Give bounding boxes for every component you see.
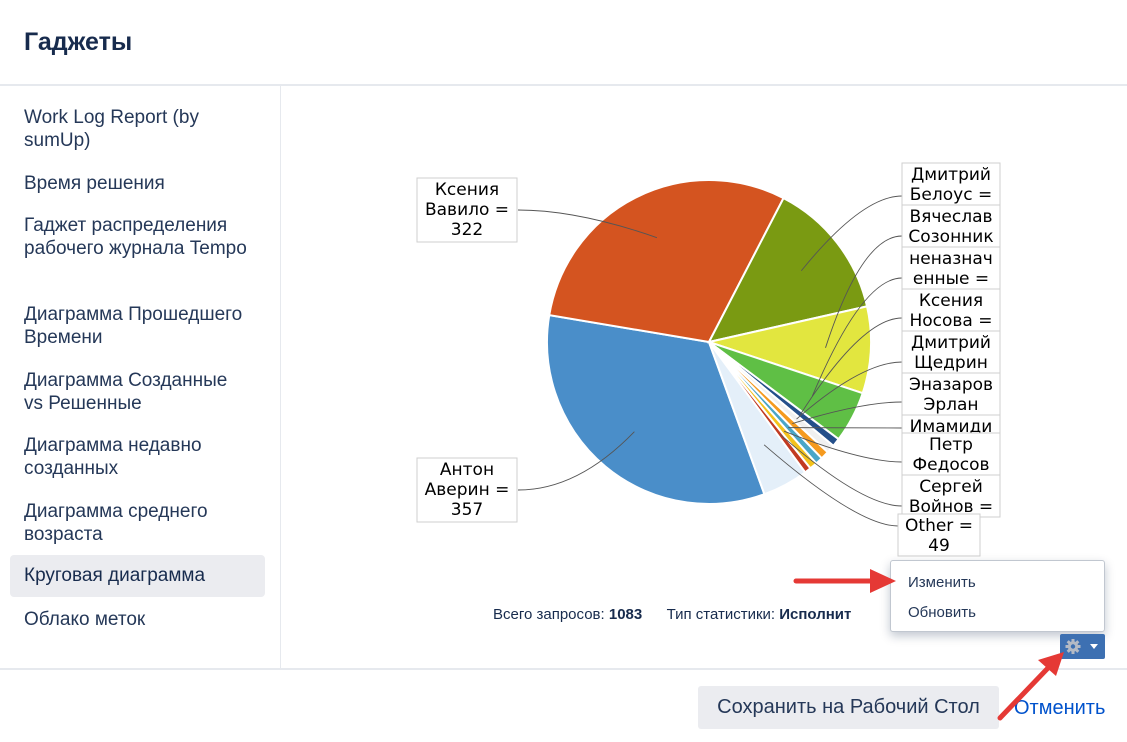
sidebar-item-tag-cloud[interactable]: Облако меток (24, 609, 146, 630)
dialog-footer: Сохранить на Рабочий Стол Отменить (0, 668, 1127, 742)
edit-menu-item[interactable]: Изменить (908, 574, 976, 591)
pie-label-text: 357 (451, 500, 483, 520)
pie-label-text: Петр (929, 435, 973, 455)
sidebar-item-resolution-time[interactable]: Время решения (24, 173, 165, 194)
dialog-header: Гаджеты (0, 0, 1127, 86)
pie-slice (708, 341, 807, 496)
stat-type-value: Исполнит (779, 606, 852, 623)
pie-leader-line (800, 317, 903, 415)
sidebar-item-recently-created[interactable]: Диаграмма недавно созданных (24, 435, 202, 479)
pie-label-text: Щедрин (914, 353, 988, 373)
sidebar-item-pie-chart[interactable]: Круговая диаграмма (10, 555, 265, 597)
sidebar-item-tempo-worklog[interactable]: Гаджет распределения рабочего журнала Te… (24, 215, 247, 259)
pie-label-text: енные = (913, 269, 989, 289)
pie-label-text: Аверин = (425, 480, 510, 500)
pie-label-text: Ксения (919, 291, 983, 311)
sidebar-item-time-since[interactable]: Диаграмма Прошедшего Времени (24, 304, 243, 348)
pie-leader-line (517, 431, 635, 491)
pie-label-text: Сергей (919, 477, 983, 497)
pie-slice-label: Other =49 (897, 513, 981, 557)
pie-label-text: Дмитрий (911, 165, 991, 185)
total-value: 1083 (608, 606, 643, 623)
pie-leader-line (783, 430, 903, 463)
save-to-dashboard-button[interactable]: Сохранить на Рабочий Стол (698, 686, 999, 729)
pie-leader-line (811, 277, 903, 397)
pie-label-text: Other = (905, 516, 973, 536)
pie-leader-line (763, 444, 899, 527)
pie-label-text: 49 (928, 536, 950, 556)
pie-label-text: Вавило = (425, 200, 509, 220)
pie-leader-line (517, 209, 658, 239)
pie-label-text: Ксения (435, 180, 499, 200)
gadget-settings-button[interactable] (1060, 634, 1105, 659)
pie-label-text: 322 (451, 220, 483, 240)
gear-icon (1065, 639, 1081, 654)
sidebar-item-work-log-report[interactable]: Work Log Report (by sumUp) (24, 107, 199, 151)
pie-slice-label: Имамиди (901, 414, 1001, 438)
page-title: Гаджеты (24, 28, 133, 56)
pie-label-text: Белоус = (910, 185, 992, 205)
gadget-menu-dropdown: Изменить Обновить (890, 560, 1105, 632)
pie-leader-line (796, 361, 903, 420)
pie-slice (546, 313, 766, 505)
pie-label-text: Эрлан (923, 395, 978, 415)
pie-label-text: неназнач (909, 249, 993, 269)
pie-label-text: Созонник (908, 227, 993, 247)
cancel-link[interactable]: Отменить (1014, 697, 1106, 719)
gadget-preview: Антон Аверин = 357 Ксения Вавило = 322 Дмитрий… (281, 86, 1127, 668)
pie-leader-line (800, 195, 903, 272)
pie-label-text: Федосов (912, 455, 989, 475)
pie-label-text: Эназаров (909, 375, 993, 395)
pie-label-text: Носова = (909, 311, 992, 331)
pie-label-text: Имамиди (910, 417, 993, 437)
total-label: Всего запросов: (493, 606, 605, 623)
pie-slice (548, 179, 785, 344)
gadget-list-sidebar: Work Log Report (by sumUp) Время решения… (0, 86, 281, 668)
pie-slice (707, 196, 869, 344)
pie-leader-line (792, 401, 903, 425)
refresh-menu-item[interactable]: Обновить (908, 604, 976, 621)
chart-stats: Всего запросов: 1083 Тип статистики: Исп… (493, 606, 851, 623)
pie-label-text: Войнов = (909, 497, 993, 517)
pie-label-text: Антон (440, 460, 494, 480)
pie-leader-line (779, 434, 903, 507)
pie-leader-line (825, 235, 903, 348)
sidebar-item-average-age[interactable]: Диаграмма среднего возраста (24, 501, 208, 545)
pie-label-text: Дмитрий (911, 333, 991, 353)
stat-type-label: Тип статистики: (666, 606, 776, 623)
pie-label-text: Вячеслав (909, 207, 992, 227)
chevron-down-icon (1090, 644, 1098, 649)
sidebar-item-created-vs-resolved[interactable]: Диаграмма Созданные vs Решенные (24, 370, 228, 414)
